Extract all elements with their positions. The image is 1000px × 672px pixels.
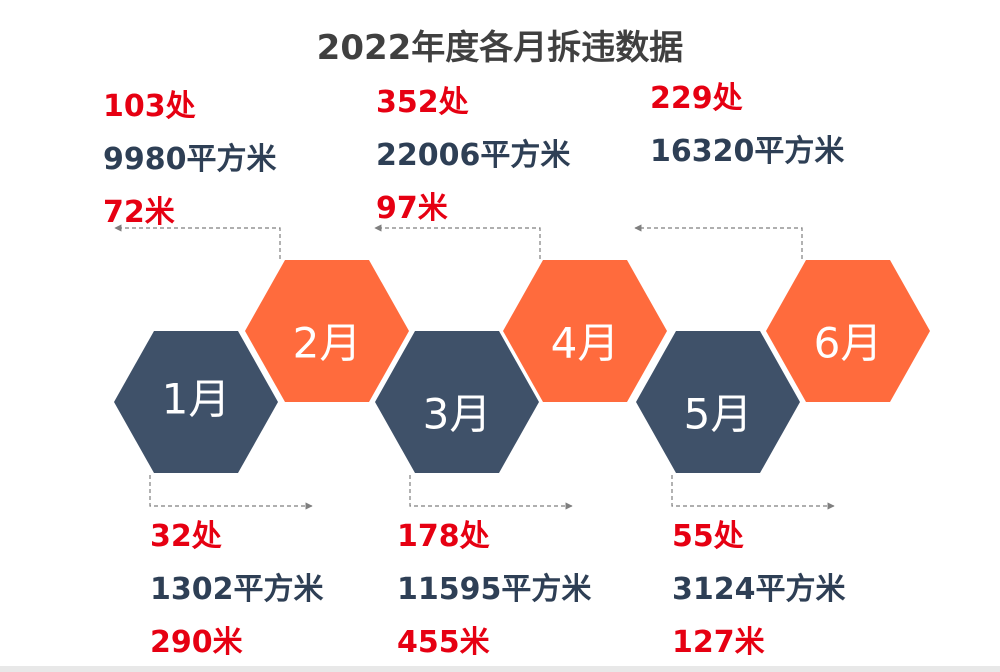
hexagon-month-6: [766, 260, 930, 402]
stat-count: 32处: [150, 519, 222, 554]
hexagon-month-4: [503, 260, 667, 402]
stat-area: 11595平方米: [397, 572, 592, 607]
stat-length: 127米: [672, 625, 765, 660]
stat-area: 9980平方米: [103, 142, 277, 177]
stat-area: 1302平方米: [150, 572, 324, 607]
page-title: 2022年度各月拆违数据: [316, 28, 684, 68]
hexagon-month-1: [114, 331, 278, 473]
connector-arrow-month-3: [409, 475, 573, 510]
stat-length: 97米: [376, 191, 448, 226]
connector-arrow-month-1: [149, 475, 313, 510]
hexagon-label-month-4: 4月: [551, 319, 620, 368]
stat-area: 16320平方米: [650, 134, 845, 169]
hexagon-month-3: [375, 331, 539, 473]
stat-count: 352处: [376, 85, 469, 120]
stat-area: 3124平方米: [672, 572, 846, 607]
hexagon-label-month-2: 2月: [293, 319, 362, 368]
connector-arrow-month-6: [634, 224, 803, 259]
stat-count: 178处: [397, 519, 490, 554]
stat-count: 55处: [672, 519, 744, 554]
connector-arrow-month-4: [374, 224, 541, 259]
hexagon-month-5: [636, 331, 800, 473]
hexagon-label-month-1: 1月: [162, 375, 231, 424]
connector-arrow-month-2: [114, 224, 281, 259]
stat-count: 229处: [650, 81, 743, 116]
bottom-strip: [0, 666, 1000, 672]
stat-length: 455米: [397, 625, 490, 660]
connector-arrow-month-5: [671, 475, 835, 510]
stat-count: 103处: [103, 89, 196, 124]
hexagon-label-month-3: 3月: [423, 390, 492, 439]
stat-length: 290米: [150, 625, 243, 660]
hexagon-label-month-5: 5月: [684, 390, 753, 439]
hexagon-label-month-6: 6月: [814, 319, 883, 368]
stat-length: 72米: [103, 195, 175, 230]
hexagon-month-2: [245, 260, 409, 402]
stat-area: 22006平方米: [376, 138, 571, 173]
